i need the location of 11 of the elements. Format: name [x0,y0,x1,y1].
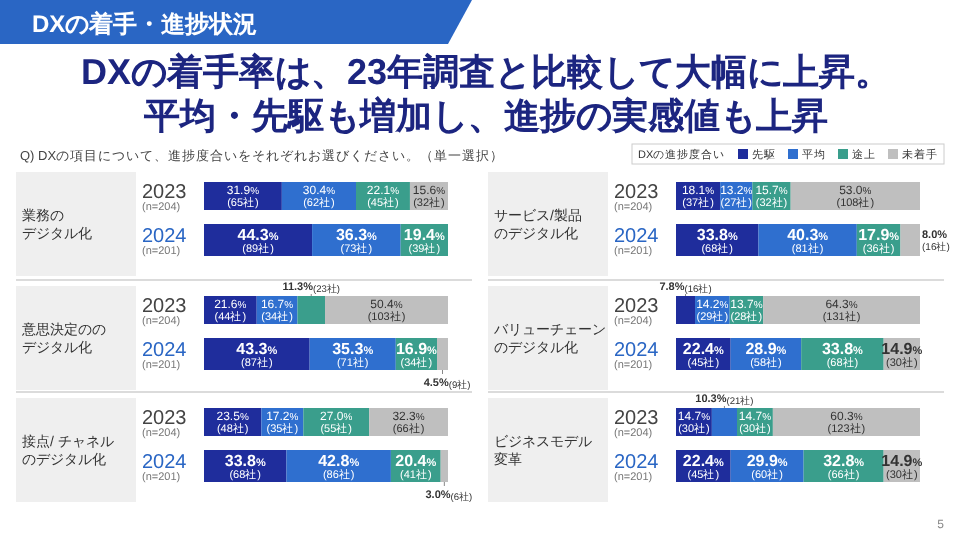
bar [437,338,448,370]
bar [711,408,737,436]
text: DXの着手率は、23年調査と比較して大幅に上昇。平均・先駆も増加し、進捗の実感値も上昇 [80,52,892,136]
text: DXの着手・進捗状況 [32,10,258,38]
bar [676,296,696,324]
bar [900,224,920,256]
bar [763,296,920,324]
bar [772,408,920,436]
bar [790,182,920,210]
bar [297,296,326,324]
bar [440,450,448,482]
